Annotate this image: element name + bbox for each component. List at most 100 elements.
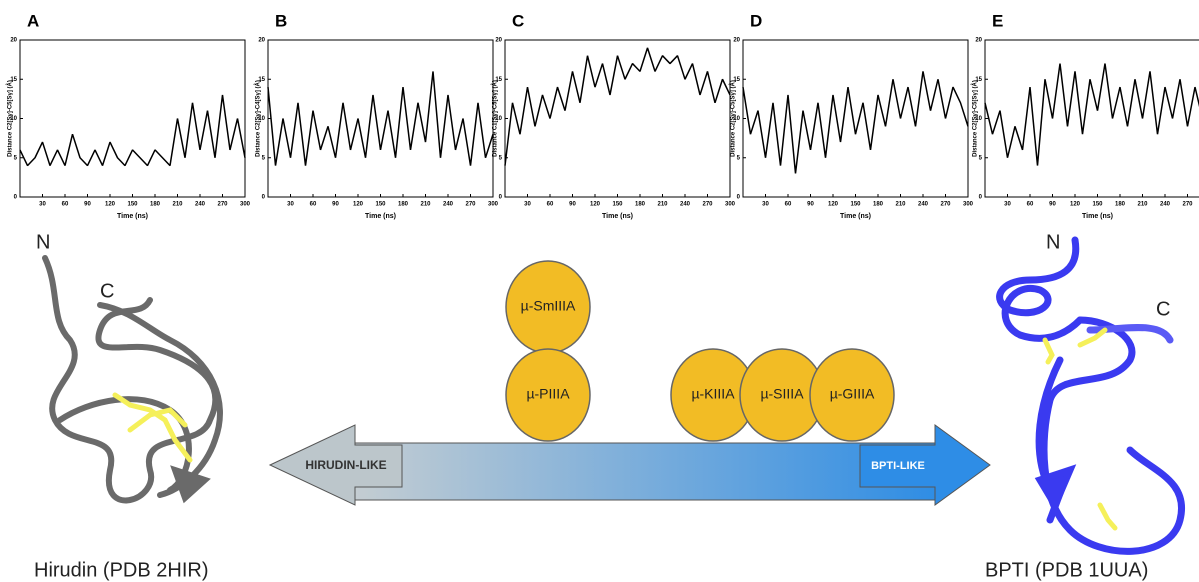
x-tick-label: 210 [1137, 202, 1148, 208]
line-series [742, 71, 969, 174]
y-tick-label: 10 [733, 116, 740, 122]
peptide-label: µ-PIIIA [526, 386, 570, 402]
y-tick-label: 10 [495, 116, 502, 122]
x-tick-label: 210 [895, 202, 906, 208]
x-tick-label: 210 [172, 202, 183, 208]
y-tick-label: 20 [258, 38, 265, 44]
line-series [984, 63, 1199, 166]
peptide-label: µ-KIIIA [691, 386, 735, 402]
x-tick-label: 180 [150, 202, 161, 208]
bpti-n-label: N [1046, 231, 1060, 253]
plot-frame [19, 39, 246, 198]
y-tick-label: 10 [975, 116, 982, 122]
x-tick-label: 90 [84, 202, 91, 208]
plot-frame [742, 39, 969, 198]
x-tick-label: 30 [1004, 202, 1011, 208]
arrow-left-label: HIRUDIN-LIKE [305, 458, 386, 472]
hirudin-disulfides [112, 392, 193, 463]
x-tick-label: 60 [310, 202, 317, 208]
peptides: µ-SmIIIA µ-PIIIA µ-KIIIA µ-SIIIA µ-GIIIA [505, 260, 895, 442]
x-tick-label: 240 [195, 202, 206, 208]
y-axis-label: Distance C2[Sγ]-C5[Sγ] (Å) [7, 80, 14, 157]
x-tick-label: 150 [1092, 202, 1103, 208]
x-tick-label: 270 [1182, 202, 1193, 208]
y-tick-label: 15 [10, 77, 17, 83]
y-tick-label: 0 [14, 195, 18, 201]
x-tick-label: 60 [62, 202, 69, 208]
x-tick-label: 150 [850, 202, 861, 208]
x-tick-label: 120 [828, 202, 839, 208]
panel-letter: A [27, 11, 39, 30]
y-tick-label: 5 [737, 155, 741, 161]
y-axis-label: Distance C2[Sγ]-C5[Sγ] (Å) [730, 80, 737, 157]
x-tick-label: 30 [762, 202, 769, 208]
line-series [504, 47, 731, 166]
x-tick-label: 90 [807, 202, 814, 208]
spectrum-arrow: HIRUDIN-LIKE BPTI-LIKE [268, 424, 991, 506]
hirudin-caption: Hirudin (PDB 2HIR) [34, 559, 208, 581]
x-tick-label: 270 [217, 202, 228, 208]
x-tick-label: 90 [332, 202, 339, 208]
arrow-right-label: BPTI-LIKE [871, 460, 925, 472]
x-axis-label: Time (ns) [602, 213, 633, 220]
y-tick-label: 0 [979, 195, 983, 201]
x-tick-label: 60 [785, 202, 792, 208]
chart-panel: A 0 5 10 15 20 30 60 90 120 150 180 210 240 270 300 Time… [7, 11, 251, 219]
hirudin-structure [42, 255, 223, 504]
x-tick-label: 270 [465, 202, 476, 208]
chart-panel: B 0 5 10 15 20 30 60 90 120 150 180 210 240 270 300 Time… [255, 11, 499, 219]
y-tick-label: 20 [733, 38, 740, 44]
x-tick-label: 150 [375, 202, 386, 208]
x-tick-label: 300 [725, 202, 736, 208]
x-tick-label: 120 [1070, 202, 1081, 208]
x-tick-label: 300 [963, 202, 974, 208]
x-tick-label: 240 [918, 202, 929, 208]
line-series [267, 71, 494, 166]
x-tick-label: 180 [1115, 202, 1126, 208]
y-tick-label: 10 [10, 116, 17, 122]
hirudin-n-label: N [36, 231, 50, 253]
x-tick-label: 300 [488, 202, 499, 208]
y-tick-label: 20 [495, 38, 502, 44]
x-tick-label: 180 [398, 202, 409, 208]
x-tick-label: 60 [1027, 202, 1034, 208]
x-tick-label: 30 [287, 202, 294, 208]
x-tick-label: 30 [39, 202, 46, 208]
x-tick-label: 270 [702, 202, 713, 208]
x-tick-label: 150 [127, 202, 138, 208]
bpti-caption: BPTI (PDB 1UUA) [985, 559, 1148, 581]
x-tick-label: 180 [873, 202, 884, 208]
x-tick-label: 120 [353, 202, 364, 208]
peptide-label: µ-SmIIIA [521, 298, 576, 314]
bpti-structure [996, 236, 1186, 555]
hirudin-c-label: C [100, 280, 114, 302]
x-tick-label: 90 [1049, 202, 1056, 208]
x-tick-label: 150 [612, 202, 623, 208]
y-tick-label: 0 [737, 195, 741, 201]
plot-frame [984, 39, 1199, 198]
y-tick-label: 5 [979, 155, 983, 161]
y-tick-label: 5 [14, 155, 18, 161]
x-tick-label: 210 [420, 202, 431, 208]
peptide-label: µ-SIIIA [760, 386, 804, 402]
line-series [19, 94, 246, 167]
plot-frame [267, 39, 494, 198]
x-tick-label: 60 [547, 202, 554, 208]
peptide-label: µ-GIIIA [830, 386, 875, 402]
y-tick-label: 15 [975, 77, 982, 83]
x-tick-label: 210 [657, 202, 668, 208]
x-tick-label: 120 [590, 202, 601, 208]
panel-letter: E [992, 11, 1003, 30]
peptide-circle [809, 348, 895, 442]
x-tick-label: 270 [940, 202, 951, 208]
y-tick-label: 10 [258, 116, 265, 122]
y-axis-label: Distance C2[Sγ]-C4[Sγ] (Å) [255, 80, 262, 157]
bpti-disulfides [1042, 327, 1118, 531]
x-axis-label: Time (ns) [840, 213, 871, 220]
y-axis-label: Distance C2[Sγ]-C5[Sγ] (Å) [972, 80, 979, 157]
chart-panel: D 0 5 10 15 20 30 60 90 120 150 180 210 240 270 300 Time… [730, 11, 974, 219]
x-tick-label: 120 [105, 202, 116, 208]
x-tick-label: 240 [443, 202, 454, 208]
x-tick-label: 90 [569, 202, 576, 208]
